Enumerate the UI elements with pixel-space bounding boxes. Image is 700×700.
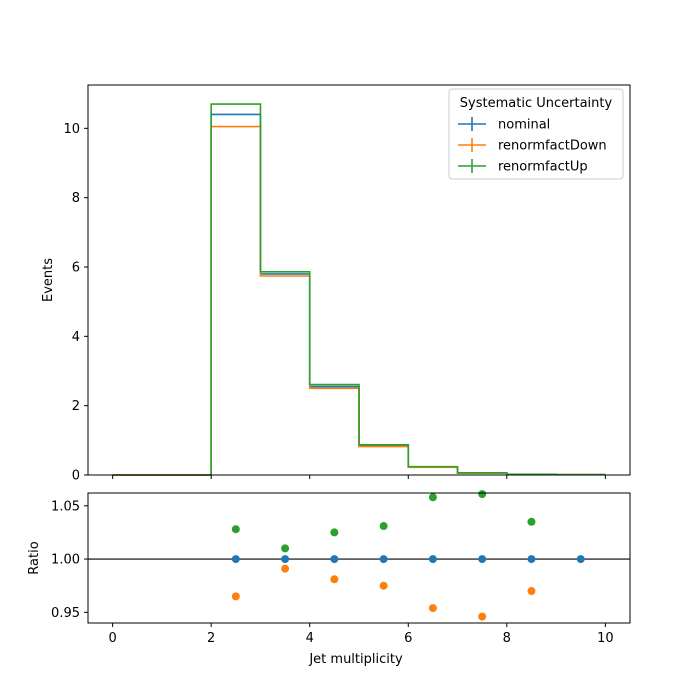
events-y-tick-label: 10 bbox=[63, 122, 80, 137]
events-y-ticks: 0 2 4 6 8 10 bbox=[63, 122, 88, 484]
legend-title: Systematic Uncertainty bbox=[460, 96, 613, 111]
ratio-point bbox=[428, 493, 437, 502]
ratio-point bbox=[576, 555, 585, 564]
x-axis-label: Jet multiplicity bbox=[308, 652, 403, 667]
ratio-point bbox=[231, 555, 240, 564]
legend-label: renormfactUp bbox=[498, 160, 588, 175]
ratio-point bbox=[428, 604, 437, 613]
ratio-point bbox=[527, 587, 536, 596]
ratio-series-renormfactUp bbox=[231, 490, 536, 553]
ratio-point bbox=[527, 555, 536, 564]
ratio-point bbox=[231, 525, 240, 534]
ratio-series-nominal bbox=[231, 555, 585, 564]
ratio-x-ticks: 0 2 4 6 8 10 bbox=[108, 623, 614, 646]
ratio-point bbox=[330, 575, 339, 584]
ratio-y-ticks: 0.95 1.00 1.05 bbox=[51, 499, 88, 621]
x-tick-label: 10 bbox=[597, 631, 614, 646]
x-tick-label: 4 bbox=[306, 631, 314, 646]
events-y-axis-label: Events bbox=[41, 258, 56, 302]
ratio-series-group bbox=[231, 490, 585, 621]
ratio-plot-frame bbox=[87, 492, 631, 624]
events-panel: 0 2 4 6 8 10 Events Systematic Uncertainty nom… bbox=[41, 84, 631, 484]
ratio-point bbox=[379, 522, 388, 531]
ratio-y-tick-label: 1.05 bbox=[51, 499, 80, 514]
x-tick-label: 2 bbox=[207, 631, 215, 646]
legend: Systematic Uncertainty nominal renormfactD… bbox=[448, 88, 624, 180]
ratio-point bbox=[231, 592, 240, 601]
ratio-y-axis-label: Ratio bbox=[27, 541, 42, 574]
events-y-tick-label: 8 bbox=[72, 191, 80, 206]
events-series-group bbox=[112, 103, 606, 476]
ratio-point bbox=[478, 612, 487, 621]
legend-box bbox=[448, 88, 624, 180]
ratio-y-tick-label: 1.00 bbox=[51, 553, 80, 568]
ratio-point bbox=[379, 581, 388, 590]
ratio-series-renormfactDown bbox=[231, 564, 536, 621]
ratio-point bbox=[281, 555, 290, 564]
events-plot-frame bbox=[87, 84, 631, 476]
legend-item-renormfactUp: renormfactUp bbox=[458, 159, 588, 175]
legend-item-renormfactDown: renormfactDown bbox=[458, 138, 607, 154]
x-tick-label: 8 bbox=[503, 631, 511, 646]
ratio-point bbox=[527, 517, 536, 526]
events-y-tick-label: 0 bbox=[72, 469, 80, 484]
legend-label: nominal bbox=[498, 118, 550, 133]
ratio-point bbox=[281, 564, 290, 573]
events-y-tick-label: 4 bbox=[72, 330, 80, 345]
ratio-point bbox=[379, 555, 388, 564]
events-x-ticks bbox=[112, 475, 606, 479]
ratio-point bbox=[330, 528, 339, 537]
x-tick-label: 0 bbox=[108, 631, 116, 646]
x-tick-label: 6 bbox=[404, 631, 412, 646]
ratio-point bbox=[478, 490, 487, 499]
ratio-point bbox=[478, 555, 487, 564]
events-y-tick-label: 2 bbox=[72, 399, 80, 414]
ratio-y-tick-label: 0.95 bbox=[51, 606, 80, 621]
legend-label: renormfactDown bbox=[498, 139, 607, 154]
legend-item-nominal: nominal bbox=[458, 117, 550, 133]
histogram-step-renormfactUp bbox=[112, 103, 606, 476]
ratio-point bbox=[428, 555, 437, 564]
ratio-point bbox=[281, 544, 290, 553]
events-y-tick-label: 6 bbox=[72, 261, 80, 276]
ratio-panel: 0.95 1.00 1.05 0 2 4 6 8 10 Ratio Jet multiplic… bbox=[27, 490, 631, 667]
ratio-point bbox=[330, 555, 339, 564]
